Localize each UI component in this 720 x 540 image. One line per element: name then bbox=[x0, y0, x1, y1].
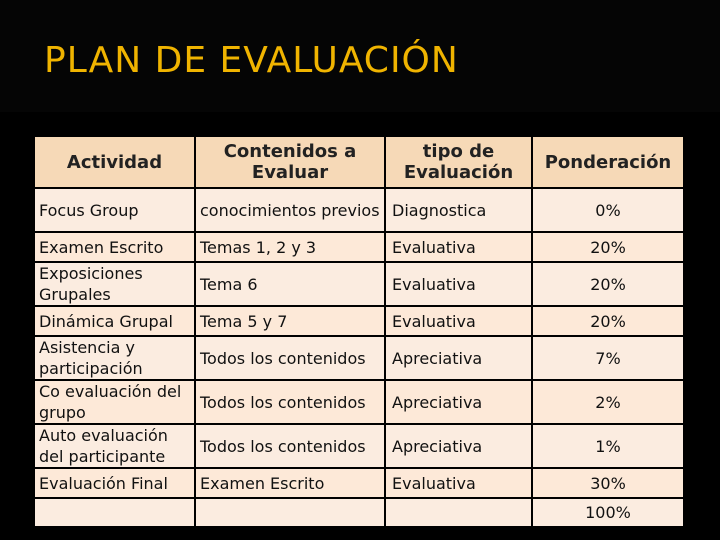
cell-actividad: Examen Escrito bbox=[35, 232, 196, 263]
cell-contenidos: Tema 5 y 7 bbox=[195, 306, 386, 337]
table-row: 100% bbox=[35, 498, 683, 526]
cell-actividad: Asistencia y participación bbox=[35, 336, 196, 381]
cell-actividad: Auto evaluación del participante bbox=[35, 424, 196, 469]
cell-ponderacion: 1% bbox=[532, 424, 683, 469]
title-bar: PLAN DE EVALUACIÓN bbox=[0, 0, 720, 112]
cell-tipo: Evaluativa bbox=[385, 306, 533, 337]
evaluation-table: Actividad Contenidos a Evaluar tipo de E… bbox=[35, 137, 683, 526]
header-tipo: tipo de Evaluación bbox=[385, 137, 533, 189]
cell-tipo: Apreciativa bbox=[385, 424, 533, 469]
table-header-row: Actividad Contenidos a Evaluar tipo de E… bbox=[35, 137, 683, 189]
table-row: Dinámica Grupal Tema 5 y 7 Evaluativa 20… bbox=[35, 306, 683, 337]
cell-contenidos: Tema 6 bbox=[195, 262, 386, 307]
cell-actividad: Dinámica Grupal bbox=[35, 306, 196, 337]
table-row: Focus Group conocimientos previos Diagno… bbox=[35, 188, 683, 233]
cell-tipo: Evaluativa bbox=[385, 468, 533, 499]
table-row: Auto evaluación del participante Todos l… bbox=[35, 424, 683, 469]
cell-tipo: Evaluativa bbox=[385, 232, 533, 263]
cell-ponderacion: 0% bbox=[532, 188, 683, 233]
cell-ponderacion: 20% bbox=[532, 232, 683, 263]
cell-actividad: Exposiciones Grupales bbox=[35, 262, 196, 307]
cell-tipo: Diagnostica bbox=[385, 188, 533, 233]
header-contenidos: Contenidos a Evaluar bbox=[195, 137, 386, 189]
cell-tipo: Apreciativa bbox=[385, 380, 533, 425]
cell-total: 100% bbox=[532, 498, 683, 526]
header-ponderacion: Ponderación bbox=[532, 137, 683, 189]
cell-tipo: Evaluativa bbox=[385, 262, 533, 307]
table-row: Co evaluación del grupo Todos los conten… bbox=[35, 380, 683, 425]
cell-ponderacion: 20% bbox=[532, 262, 683, 307]
cell-contenidos: Todos los contenidos bbox=[195, 336, 386, 381]
table-row: Exposiciones Grupales Tema 6 Evaluativa … bbox=[35, 262, 683, 307]
cell-actividad: Co evaluación del grupo bbox=[35, 380, 196, 425]
header-actividad: Actividad bbox=[35, 137, 196, 189]
table-row: Examen Escrito Temas 1, 2 y 3 Evaluativa… bbox=[35, 232, 683, 263]
cell-contenidos: conocimientos previos bbox=[195, 188, 386, 233]
cell-ponderacion: 20% bbox=[532, 306, 683, 337]
cell-contenidos: Temas 1, 2 y 3 bbox=[195, 232, 386, 263]
cell-contenidos bbox=[195, 498, 386, 526]
cell-contenidos: Examen Escrito bbox=[195, 468, 386, 499]
cell-ponderacion: 30% bbox=[532, 468, 683, 499]
cell-actividad: Evaluación Final bbox=[35, 468, 196, 499]
cell-actividad: Focus Group bbox=[35, 188, 196, 233]
cell-contenidos: Todos los contenidos bbox=[195, 424, 386, 469]
cell-tipo bbox=[385, 498, 533, 526]
cell-ponderacion: 7% bbox=[532, 336, 683, 381]
cell-contenidos: Todos los contenidos bbox=[195, 380, 386, 425]
cell-ponderacion: 2% bbox=[532, 380, 683, 425]
cell-actividad bbox=[35, 498, 196, 526]
table-row: Asistencia y participación Todos los con… bbox=[35, 336, 683, 381]
table-row: Evaluación Final Examen Escrito Evaluati… bbox=[35, 468, 683, 499]
cell-tipo: Apreciativa bbox=[385, 336, 533, 381]
page-title: PLAN DE EVALUACIÓN bbox=[44, 40, 459, 81]
